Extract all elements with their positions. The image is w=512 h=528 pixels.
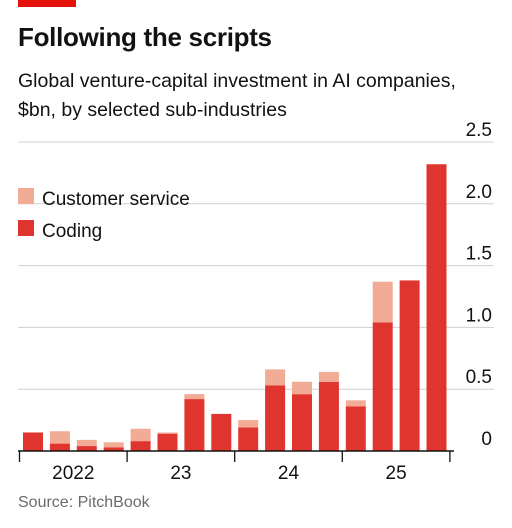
chart-title: Following the scripts <box>18 22 272 52</box>
x-tick-label: 25 <box>386 463 407 484</box>
y-tick-label: 2.0 <box>466 182 492 203</box>
bar-customer-service <box>372 281 393 323</box>
bar-coding <box>292 394 312 451</box>
bar-customer-service <box>103 442 124 448</box>
bar-coding <box>23 432 43 451</box>
y-tick-label: 2.5 <box>466 120 492 141</box>
bar-coding <box>130 441 151 451</box>
bar-coding <box>399 280 420 451</box>
bar-coding <box>265 385 286 451</box>
bar-coding <box>103 447 124 451</box>
bar-coding <box>318 381 339 451</box>
bar-customer-service <box>318 371 339 382</box>
y-tick-label: 1.0 <box>466 305 492 326</box>
bar-customer-service <box>130 428 151 442</box>
bar-coding <box>76 446 97 451</box>
gridlines: 0 0.5 1.0 1.5 2.0 2.5 <box>18 120 494 450</box>
brand-accent-bar <box>18 0 76 7</box>
bar-customer-service <box>238 420 259 428</box>
x-axis: 2022 23 24 25 <box>18 450 454 484</box>
bar-coding <box>238 427 259 451</box>
bar-customer-service <box>345 400 366 407</box>
legend: Customer service Coding <box>18 188 190 242</box>
chart-subtitle: Global venture-capital investment in AI … <box>18 70 456 121</box>
bar-customer-service <box>76 439 97 447</box>
bar-coding <box>345 406 366 451</box>
source-note: Source: PitchBook <box>18 494 150 511</box>
bar-customer-service <box>265 369 286 386</box>
bar-coding <box>426 164 447 452</box>
bar-customer-service <box>292 381 312 395</box>
bar-customer-service <box>49 431 70 444</box>
y-tick-label: 1.5 <box>466 244 492 265</box>
legend-label-coding: Coding <box>42 221 102 242</box>
x-tick-label: 2022 <box>52 463 94 484</box>
legend-swatch-coding <box>18 220 34 236</box>
x-tick-label: 23 <box>170 463 191 484</box>
bar-coding <box>211 413 232 451</box>
bar-coding <box>184 399 205 451</box>
legend-label-customer-service: Customer service <box>42 189 190 210</box>
legend-swatch-customer-service <box>18 188 34 204</box>
bar-customer-service <box>184 394 205 400</box>
bar-coding <box>49 443 70 451</box>
bars <box>23 164 447 452</box>
bar-customer-service <box>157 432 178 434</box>
y-tick-label: 0 <box>481 429 492 450</box>
x-tick-label: 24 <box>278 463 300 484</box>
bar-coding <box>157 433 178 451</box>
bar-coding <box>372 322 393 451</box>
y-tick-label: 0.5 <box>466 367 492 388</box>
